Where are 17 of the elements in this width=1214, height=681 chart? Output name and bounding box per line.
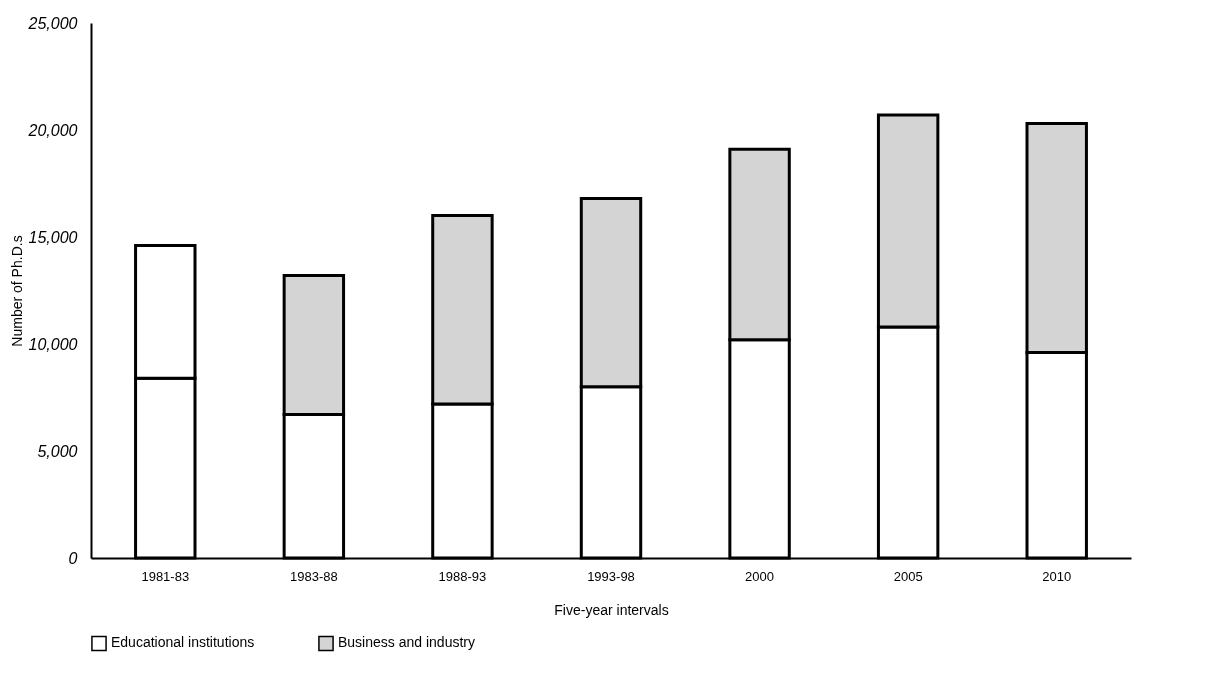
x-tick-label: 1981-83 [141,568,190,584]
y-tick-label: 10,000 [28,335,78,353]
x-tick-label: 1993-98 [587,568,635,584]
x-tick-label: 2000 [745,568,775,584]
x-tick-label: 2005 [893,568,923,584]
y-tick-label: 5,000 [37,442,78,460]
x-axis-title: Five-year intervals [554,601,669,618]
x-tick-label: 1988-93 [438,568,487,584]
y-tick-label: 15,000 [28,228,78,246]
y-tick-label: 0 [68,549,78,567]
legend-label: Educational institutions [111,634,255,651]
y-axis-title: Number of Ph.D.s [8,235,25,347]
y-tick-label: 20,000 [27,121,78,139]
x-tick-label: 2010 [1042,568,1072,584]
legend-label: Business and industry [338,634,475,651]
y-tick-label: 25,000 [27,14,78,32]
x-tick-label: 1983-88 [290,568,338,584]
